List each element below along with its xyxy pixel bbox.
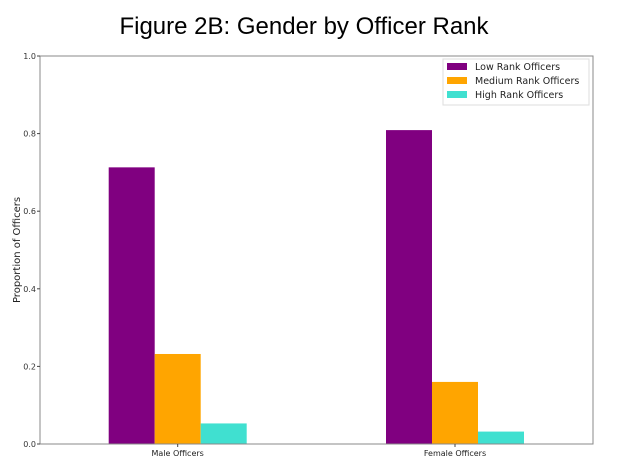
- legend-label: Medium Rank Officers: [475, 76, 579, 87]
- plot-frame: [39, 55, 594, 445]
- x-tick-label: Male Officers: [152, 449, 204, 458]
- bar-female-officers-high: [478, 431, 524, 444]
- y-tick-label: 0.8: [23, 130, 36, 139]
- chart-title: Figure 2B: Gender by Officer Rank: [119, 13, 489, 40]
- x-tick-label: Female Officers: [424, 449, 486, 458]
- y-tick-label: 0.0: [23, 440, 36, 449]
- y-tick-label: 1.0: [23, 52, 36, 61]
- bar-female-officers-low: [386, 130, 432, 444]
- bar-male-officers-high: [200, 423, 247, 444]
- y-axis-label: Proportion of Officers: [12, 197, 23, 303]
- legend-label: High Rank Officers: [475, 90, 563, 101]
- y-tick-label: 0.4: [23, 285, 36, 294]
- y-tick-label: 0.6: [23, 207, 36, 216]
- legend-swatch: [447, 63, 467, 70]
- y-tick-label: 0.2: [23, 362, 36, 371]
- bar-female-officers-medium: [432, 381, 478, 444]
- legend: Low Rank Officers Medium Rank Officers Hig…: [442, 58, 590, 106]
- bar-male-officers-medium: [154, 353, 201, 444]
- legend-swatch: [447, 77, 467, 84]
- legend-label: Low Rank Officers: [475, 62, 560, 73]
- legend-box: [442, 58, 590, 106]
- legend-swatch: [447, 91, 467, 98]
- bar-male-officers-low: [108, 167, 155, 444]
